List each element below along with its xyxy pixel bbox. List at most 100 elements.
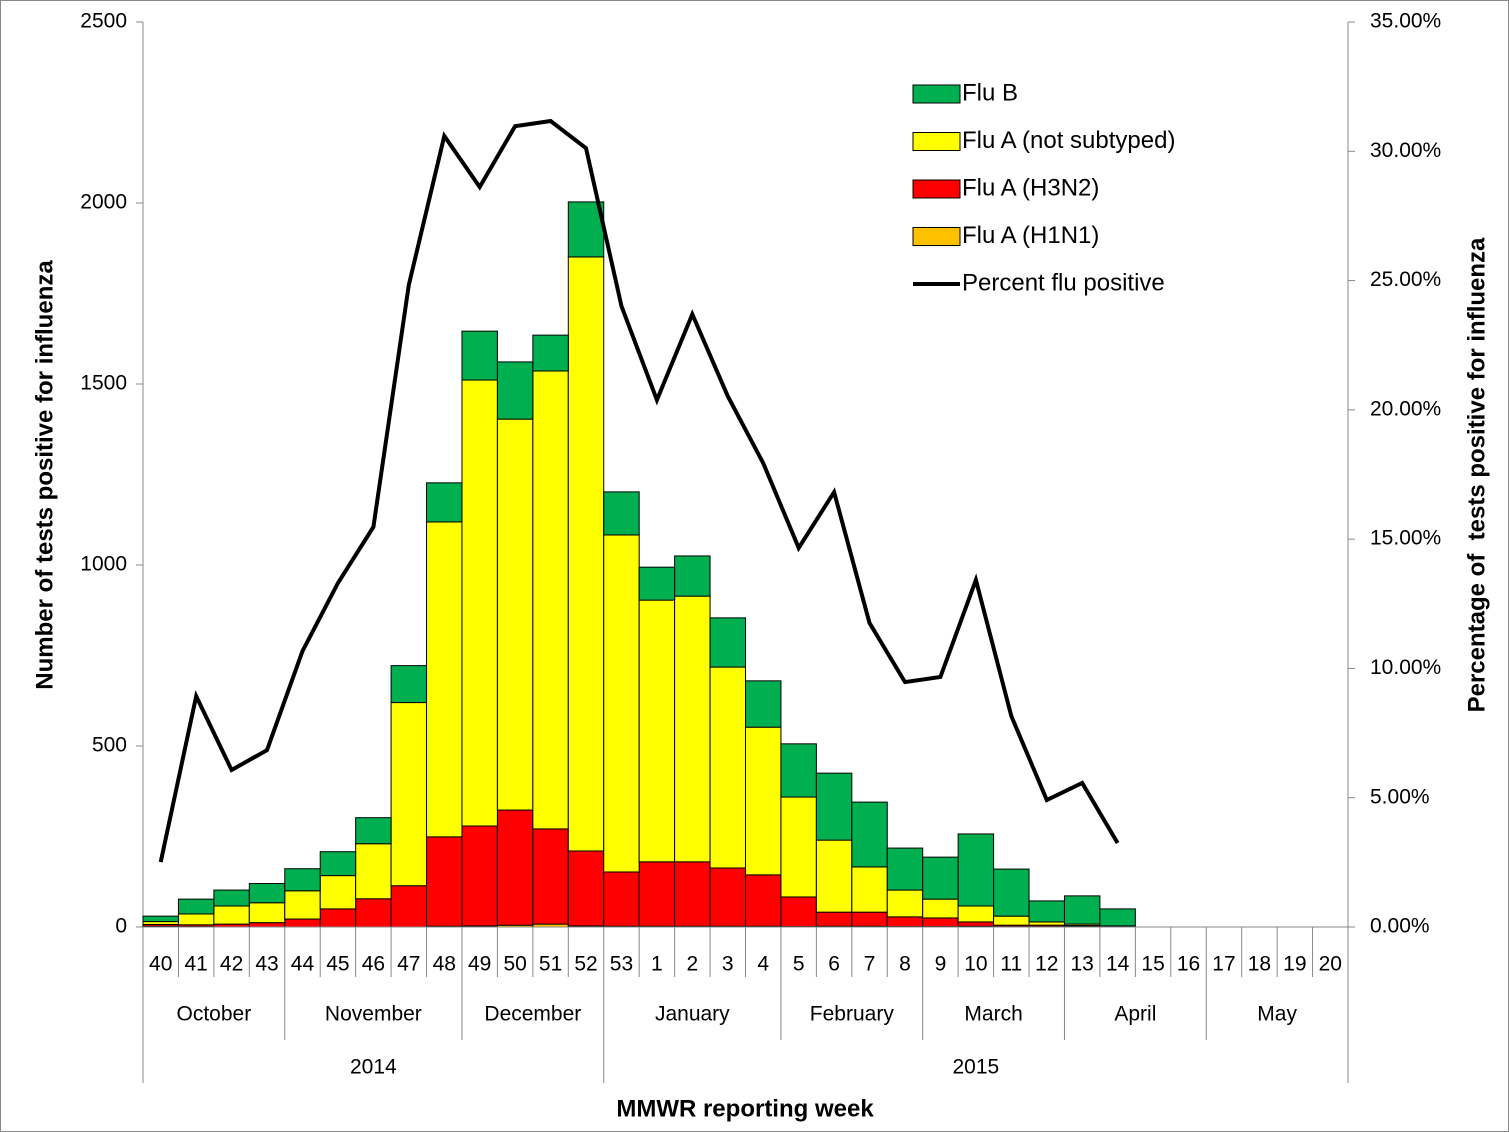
bar-segment (532, 334, 569, 372)
bar-segment (248, 902, 286, 924)
x-tick-label: 47 (397, 953, 420, 976)
y2-tick-label: 10.00% (1370, 656, 1441, 679)
x-tick-label: 48 (433, 953, 456, 976)
bar-segment (709, 666, 747, 869)
x-tick-label: 17 (1212, 953, 1235, 976)
bar-segment (745, 680, 782, 728)
x-tick-label: 5 (793, 953, 805, 976)
bar-segment (461, 330, 498, 381)
bar-segment (390, 702, 428, 887)
x-tick-label: 2 (686, 953, 698, 976)
bar-segment (284, 890, 321, 920)
month-label: February (810, 1003, 895, 1026)
x-tick-label: 42 (220, 953, 243, 976)
bar-segment (780, 743, 817, 798)
x-tick-label: 52 (574, 953, 597, 976)
bar-segment (355, 817, 392, 845)
x-tick-label: 15 (1141, 953, 1164, 976)
y2-tick-label: 25.00% (1370, 268, 1441, 291)
x-tick-label: 53 (610, 953, 633, 976)
y-tick-label: 2500 (80, 10, 127, 33)
bar-segment (426, 836, 463, 927)
bar-segment (142, 915, 179, 923)
bar-segment (638, 599, 676, 863)
bar-segment (922, 898, 959, 919)
bar-segment (284, 868, 321, 892)
y-tick-label: 0 (115, 915, 127, 938)
bar-segment (177, 913, 215, 926)
bar-segment (319, 851, 357, 877)
y-tick-label: 2000 (80, 191, 127, 214)
x-tick-label: 16 (1177, 953, 1200, 976)
x-tick-label: 12 (1035, 953, 1058, 976)
x-tick-label: 41 (184, 953, 207, 976)
legend-label: Flu A (H1N1) (962, 222, 1099, 249)
bar-segment (815, 911, 853, 927)
bar-segment (886, 889, 924, 918)
bar-segment (957, 921, 995, 927)
bar-segment (993, 915, 1030, 926)
x-tick-label: 40 (149, 953, 172, 976)
bar-segment (461, 379, 498, 827)
legend-label: Flu B (962, 79, 1018, 106)
month-label: November (325, 1003, 422, 1026)
bar-segment (426, 482, 463, 523)
bar-segment (567, 850, 605, 927)
y-tick-label: 500 (92, 734, 127, 757)
month-label: May (1257, 1003, 1297, 1026)
bar-segment (993, 868, 1030, 917)
y2-tick-label: 5.00% (1370, 785, 1430, 808)
bar-segment (674, 861, 711, 927)
bar-segment (815, 772, 853, 841)
bar-segment (886, 916, 924, 928)
month-label: October (177, 1003, 252, 1026)
bar-segment (496, 361, 534, 420)
bar-segment (674, 555, 711, 597)
bar-segment (284, 918, 321, 928)
bar-segment (319, 908, 357, 928)
x-tick-label: 6 (828, 953, 840, 976)
legend-label: Flu A (H3N2) (962, 174, 1099, 201)
bar-segment (426, 521, 463, 838)
bar-segment (567, 201, 605, 258)
bar-segment (496, 809, 534, 926)
legend-label: Flu A (not subtyped) (962, 127, 1175, 154)
y2-tick-label: 15.00% (1370, 527, 1441, 550)
y-tick-label: 1000 (80, 553, 127, 576)
x-tick-label: 20 (1319, 953, 1342, 976)
bar-segment (709, 867, 747, 927)
bar-segment (745, 726, 782, 876)
x-tick-label: 7 (864, 953, 876, 976)
bar-segment (248, 922, 286, 928)
bar-segment (922, 856, 959, 900)
bar-segment (886, 847, 924, 891)
x-tick-label: 18 (1248, 953, 1271, 976)
bar-segment (957, 905, 995, 923)
bar-segment (851, 911, 888, 927)
bar-segment (390, 885, 428, 928)
y2-tick-label: 0.00% (1370, 915, 1430, 938)
bar-segment (745, 874, 782, 927)
legend-label: Percent flu positive (962, 269, 1165, 296)
bar-segment (922, 917, 959, 928)
bar-segment (177, 898, 215, 915)
x-tick-label: 19 (1283, 953, 1306, 976)
x-tick-label: 10 (964, 953, 987, 976)
bar-segment (815, 839, 853, 913)
x-tick-label: 43 (255, 953, 278, 976)
bar-segment (851, 866, 888, 913)
x-tick-label: 1 (651, 953, 663, 976)
y-axis-title: Number of tests positive for influenza (31, 260, 58, 690)
y2-axis-title: Percentage of tests positive for influen… (1463, 237, 1490, 712)
bar-segment (567, 256, 605, 852)
x-tick-label: 44 (291, 953, 315, 976)
x-tick-label: 13 (1071, 953, 1094, 976)
x-tick-label: 11 (1000, 953, 1022, 976)
bar-segment (355, 898, 392, 928)
bar-segment (496, 418, 534, 811)
bar-segment (213, 889, 250, 907)
bar-segment (638, 861, 676, 927)
bar-segment (355, 843, 392, 900)
bar-segment (709, 617, 747, 668)
x-tick-label: 49 (468, 953, 491, 976)
